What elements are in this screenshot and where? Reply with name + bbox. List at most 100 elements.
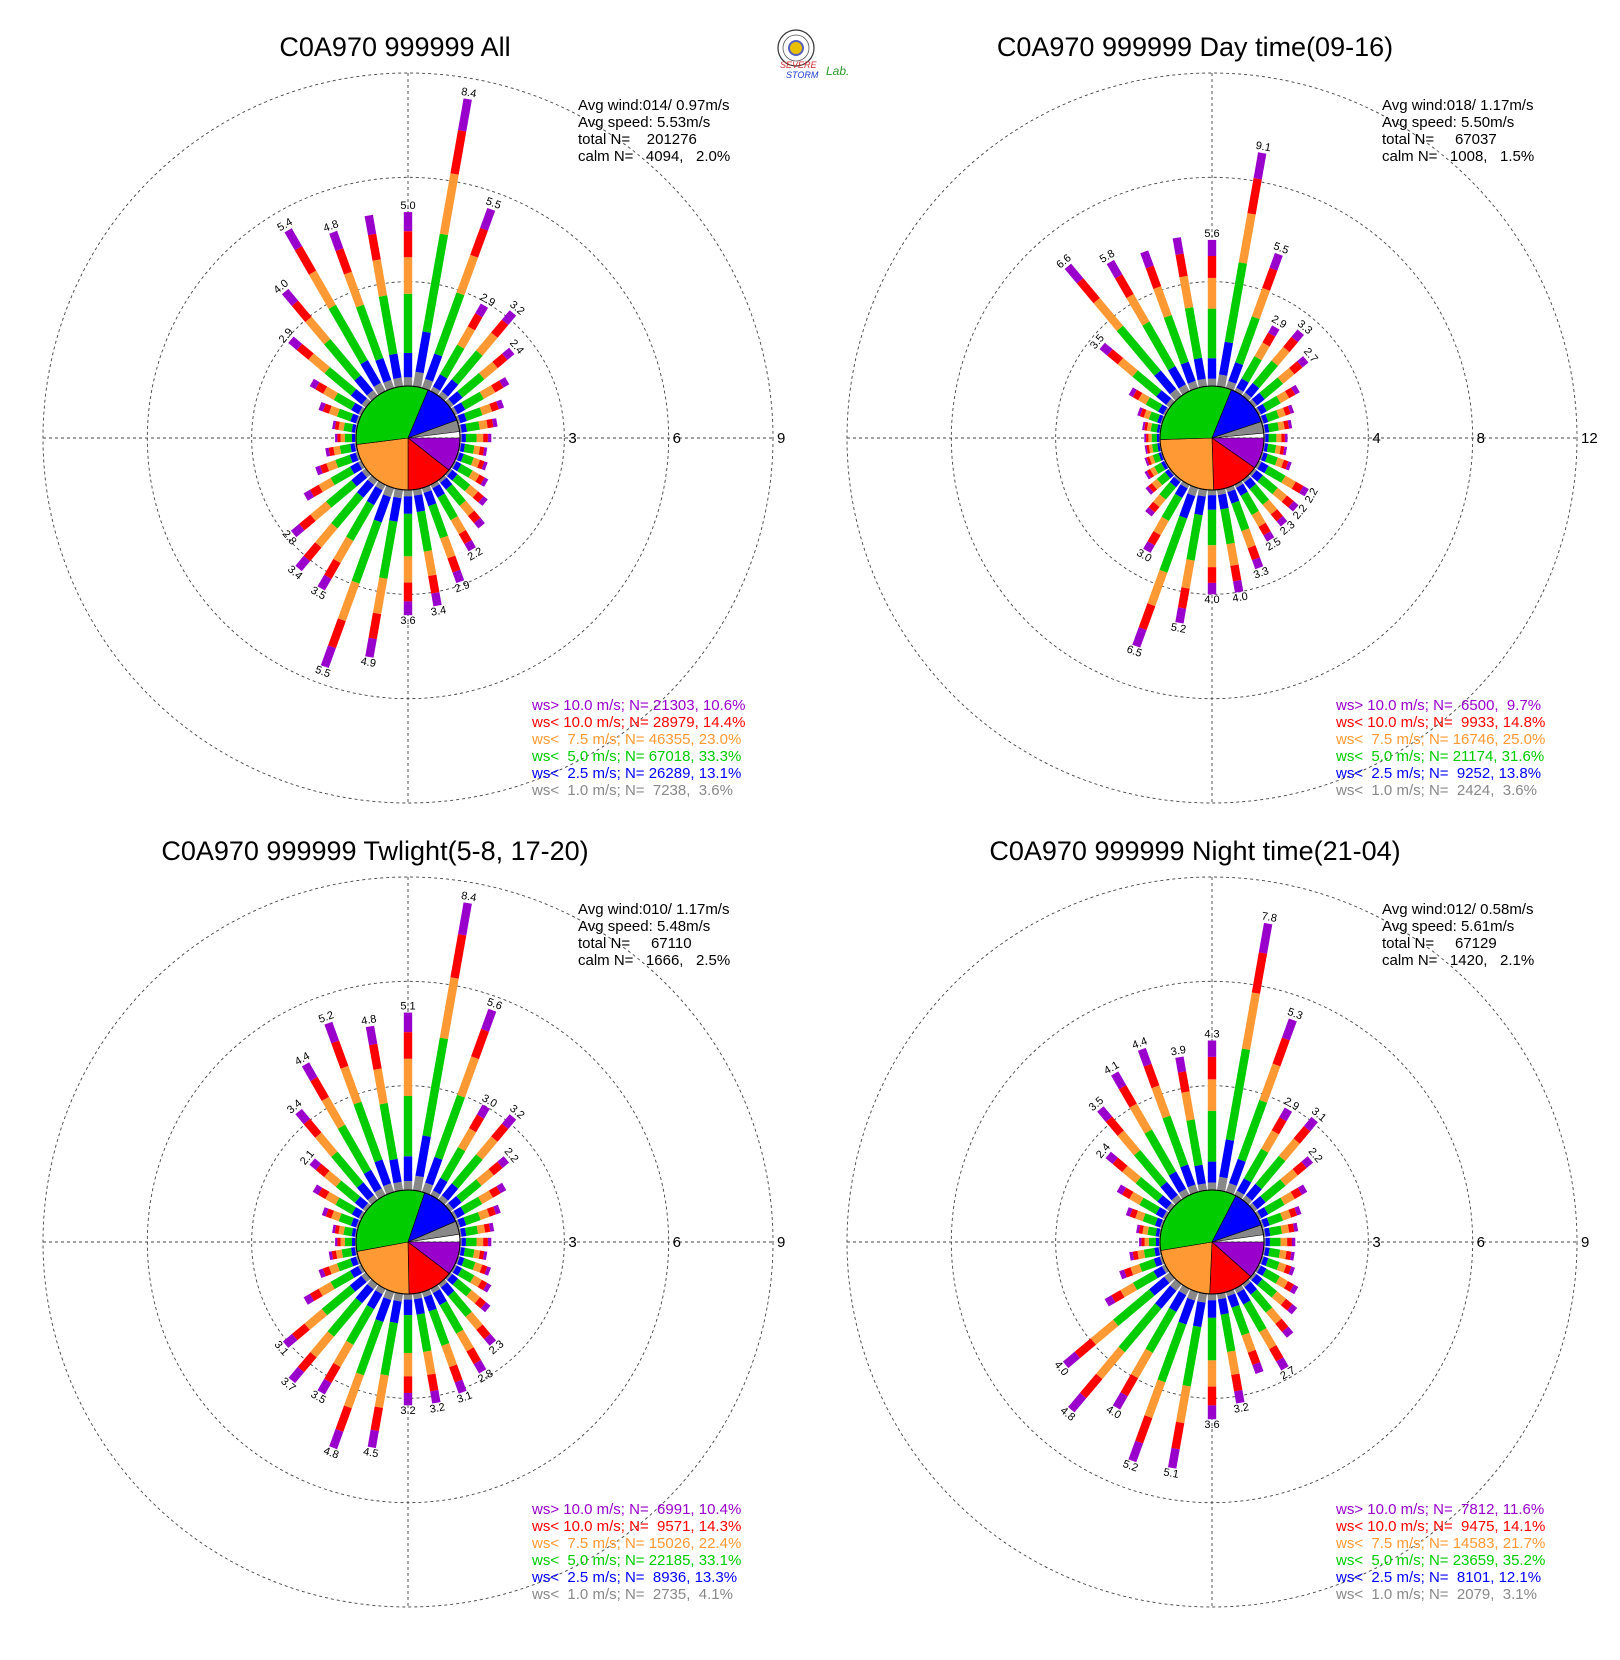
bar-segment (1207, 545, 1217, 568)
bar-segment (1291, 384, 1300, 395)
bar-segment (1142, 421, 1146, 431)
bar-segment (322, 1266, 332, 1277)
bar-segment (352, 1237, 355, 1247)
bar-segment (1117, 357, 1138, 377)
logo-seal-icon (777, 29, 815, 67)
bar-segment (1207, 1110, 1217, 1162)
bar-segment (439, 1301, 464, 1334)
direction-bar (1254, 1264, 1299, 1295)
direction-bar (1128, 1289, 1199, 1463)
bar-segment (350, 413, 359, 424)
bar-segment (479, 361, 498, 380)
bar-segment (1136, 1224, 1141, 1234)
bar-segment (333, 445, 342, 456)
bar-segment (1227, 1293, 1240, 1308)
bar-segment (1271, 1291, 1287, 1306)
bar-segment (445, 398, 454, 408)
bar-segment (389, 496, 402, 522)
direction-bar (455, 451, 488, 471)
bar-segment (1120, 1282, 1138, 1298)
bar-segment (1128, 1440, 1144, 1463)
bar-segment (461, 433, 466, 443)
bar-segment (1288, 501, 1299, 512)
bar-segment (450, 1264, 457, 1273)
bar-segment (1145, 397, 1163, 412)
bar-segment (372, 259, 388, 297)
bar-segment (1290, 1187, 1302, 1199)
bar-segment (1259, 1255, 1264, 1265)
direction-bar (1207, 239, 1217, 386)
bar-segment (476, 1224, 486, 1234)
bar-segment (1303, 1116, 1318, 1132)
bar-segment (1220, 508, 1235, 545)
bar-segment (1148, 501, 1160, 513)
bar-segment (315, 465, 323, 476)
bar-segment (379, 520, 398, 579)
bar-segment (1148, 1237, 1156, 1247)
legend-entry: ws> 10.0 m/s; N= 7812, 11.6% (1335, 1501, 1544, 1518)
legend-entry: ws< 1.0 m/s; N= 2079, 3.1% (1335, 1586, 1537, 1603)
bar-segment (295, 555, 311, 572)
direction-bar (1137, 1047, 1199, 1195)
info-total: total N= 201276 (578, 131, 697, 148)
direction-bar (1254, 384, 1300, 416)
direction-bar (364, 214, 404, 388)
direction-bar (412, 98, 472, 388)
bar-segment (479, 403, 493, 416)
bar-segment (1227, 489, 1240, 504)
bar-segment (1249, 483, 1270, 505)
direction-bar (324, 1021, 395, 1195)
bar-segment (455, 451, 460, 461)
direction-bar (1097, 1106, 1182, 1205)
direction-bar (1249, 1156, 1314, 1212)
info-avg-wind: Avg wind:010/ 1.17m/s (578, 901, 729, 918)
bar-segment (336, 408, 354, 422)
legend-entry: ws< 7.5 m/s; N= 46355, 23.0% (531, 731, 741, 748)
bar-segment (358, 1211, 366, 1220)
direction-bar (403, 212, 413, 386)
panel-title: C0A970 999999 Twlight(5-8, 17-20) (161, 836, 588, 866)
bar-segment (1107, 349, 1124, 365)
bar-segment (1207, 1040, 1217, 1057)
bar-segment (1249, 1272, 1257, 1281)
bar-percent-label: 4.8 (322, 1445, 340, 1462)
bar-segment (457, 413, 467, 424)
bar-segment (349, 452, 359, 463)
bar-segment (441, 1183, 459, 1201)
bar-segment (362, 1203, 371, 1212)
bar-segment (383, 485, 395, 498)
bar-percent-label: 3.9 (1170, 1044, 1187, 1058)
direction-bar (1106, 259, 1190, 396)
info-avg-speed: Avg speed: 5.48m/s (578, 918, 710, 935)
bar-segment (1291, 1237, 1296, 1247)
bar-segment (344, 271, 364, 308)
direction-bar (1242, 1116, 1318, 1205)
direction-bar (1064, 263, 1182, 401)
bar-segment (1064, 263, 1084, 284)
bar-segment (1272, 1037, 1290, 1067)
bar-segment (350, 443, 356, 453)
bar-segment (1135, 1415, 1153, 1444)
direction-bar (1143, 480, 1190, 553)
bar-percent-label: 3.2 (400, 1405, 415, 1417)
bar-segment (1275, 1276, 1289, 1289)
bar-segment (453, 402, 466, 415)
bar-segment (292, 1323, 310, 1341)
bar-segment (310, 1076, 329, 1101)
bar-segment (1283, 405, 1291, 416)
direction-bar (320, 485, 395, 668)
bar-segment (465, 433, 477, 443)
bar-segment (441, 1343, 457, 1368)
bar-segment (1285, 461, 1292, 471)
bar-segment (465, 1311, 483, 1330)
ring-label: 9 (777, 1234, 785, 1251)
bar-segment (1207, 1294, 1217, 1301)
bar-segment (1207, 490, 1217, 496)
direction-bar (1144, 442, 1162, 454)
legend-entry: ws< 5.0 m/s; N= 21174, 31.6% (1335, 748, 1544, 765)
bar-percent-label: 3.2 (1233, 1401, 1250, 1415)
bar-percent-label: 4.9 (360, 656, 377, 670)
direction-bar (1249, 1272, 1298, 1315)
bar-segment (430, 1284, 441, 1294)
direction-bar (1068, 1279, 1182, 1413)
